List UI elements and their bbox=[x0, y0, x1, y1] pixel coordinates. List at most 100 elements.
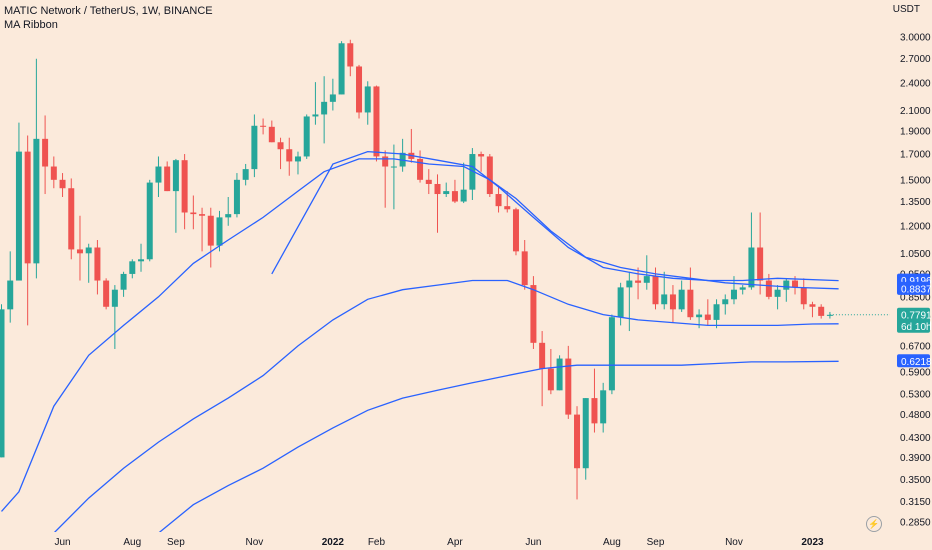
candle-body-up bbox=[730, 289, 737, 300]
candle-body-up bbox=[33, 138, 40, 264]
candle-body-down bbox=[207, 215, 214, 246]
candle-body-down bbox=[704, 314, 711, 320]
candle-body-up bbox=[826, 314, 833, 316]
candle-body-down bbox=[478, 154, 485, 157]
ma-line bbox=[1, 158, 839, 512]
candle-body-down bbox=[574, 414, 581, 469]
y-tick-label: 0.5300 bbox=[900, 390, 931, 401]
candle-body-down bbox=[347, 43, 354, 67]
y-tick-label: 2.4000 bbox=[900, 78, 931, 89]
candle-body-up bbox=[582, 398, 589, 469]
x-tick-label: Feb bbox=[368, 537, 386, 548]
candle-body-down bbox=[181, 160, 188, 213]
x-tick-label: Aug bbox=[123, 537, 141, 548]
x-tick-label: Sep bbox=[647, 537, 665, 548]
candle-body-up bbox=[111, 289, 118, 307]
candle-body-up bbox=[85, 247, 92, 254]
ma-value-tag: 0.8837 bbox=[901, 284, 932, 295]
candle-body-down bbox=[94, 247, 101, 281]
candle-body-down bbox=[373, 86, 380, 157]
y-tick-label: 0.4300 bbox=[900, 433, 931, 444]
candle-body-up bbox=[312, 114, 319, 117]
ma-line bbox=[271, 150, 839, 282]
candle-body-down bbox=[277, 142, 284, 150]
candle-body-up bbox=[460, 189, 467, 202]
candle-body-up bbox=[233, 179, 240, 215]
candle-body-up bbox=[722, 299, 729, 305]
candle-body-up bbox=[617, 287, 624, 318]
candle-body-up bbox=[643, 276, 650, 283]
candle-body-up bbox=[225, 214, 232, 218]
x-tick-label: Nov bbox=[245, 537, 263, 548]
candle-body-down bbox=[268, 126, 275, 143]
candle-body-down bbox=[818, 306, 825, 316]
candle-body-down bbox=[757, 247, 764, 281]
candle-body-down bbox=[504, 206, 511, 210]
candle-body-up bbox=[294, 156, 301, 162]
candle-body-down bbox=[42, 138, 49, 167]
candle-body-up bbox=[338, 43, 345, 95]
candle-body-down bbox=[451, 191, 458, 202]
candle-body-up bbox=[469, 154, 476, 190]
candle-body-up bbox=[390, 166, 397, 168]
candle-body-down bbox=[809, 304, 816, 307]
y-tick-label: 0.6700 bbox=[900, 341, 931, 352]
chart-legend: MATIC Network / TetherUS, 1W, BINANCE MA… bbox=[4, 4, 213, 32]
x-tick-label: Apr bbox=[447, 537, 463, 548]
tradingview-logo-icon[interactable]: ⚡ bbox=[866, 516, 882, 532]
y-tick-label: 1.2000 bbox=[900, 221, 931, 232]
candle-body-down bbox=[669, 294, 676, 310]
candle-body-down bbox=[792, 280, 799, 288]
candle-body-up bbox=[783, 280, 790, 290]
candle-body-up bbox=[696, 314, 703, 318]
y-tick-label: 0.8500 bbox=[900, 292, 931, 303]
candle-body-up bbox=[774, 289, 781, 297]
y-tick-label: 1.0500 bbox=[900, 249, 931, 260]
candle-body-down bbox=[565, 358, 572, 415]
candle-body-up bbox=[556, 358, 563, 391]
candle-body-up bbox=[0, 309, 5, 458]
x-tick-label: Jun bbox=[525, 537, 541, 548]
candle-body-up bbox=[303, 116, 310, 157]
y-tick-label: 3.0000 bbox=[900, 33, 931, 44]
candle-body-down bbox=[260, 125, 267, 127]
candle-body-down bbox=[417, 158, 424, 180]
indicator-label[interactable]: MA Ribbon bbox=[4, 19, 58, 31]
candle-body-down bbox=[652, 276, 659, 305]
y-tick-label: 0.2850 bbox=[900, 518, 931, 529]
candle-body-down bbox=[425, 179, 432, 184]
y-tick-label: 1.7000 bbox=[900, 150, 931, 161]
candle-body-up bbox=[138, 259, 145, 262]
candle-body-down bbox=[495, 194, 502, 207]
candle-body-up bbox=[600, 390, 607, 424]
x-tick-label: Nov bbox=[725, 537, 743, 548]
ma-line bbox=[53, 279, 839, 532]
candle-body-down bbox=[434, 183, 441, 195]
candle-body-down bbox=[24, 151, 31, 264]
candle-body-down bbox=[190, 212, 197, 215]
candle-body-up bbox=[661, 294, 668, 305]
symbol-title[interactable]: MATIC Network / TetherUS, 1W, BINANCE bbox=[4, 5, 213, 17]
candle-body-down bbox=[547, 368, 554, 391]
candle-body-up bbox=[748, 247, 755, 288]
candle-body-down bbox=[486, 156, 493, 195]
candle-body-up bbox=[7, 280, 14, 310]
candle-body-up bbox=[129, 261, 136, 274]
x-tick-label: Jun bbox=[54, 537, 70, 548]
candle-body-up bbox=[626, 280, 633, 288]
candle-body-down bbox=[530, 285, 537, 343]
y-tick-label: 1.5000 bbox=[900, 175, 931, 186]
candle-body-down bbox=[59, 179, 66, 189]
candle-body-up bbox=[329, 94, 336, 102]
candle-body-down bbox=[164, 166, 171, 192]
x-tick-label: Aug bbox=[603, 537, 621, 548]
candle-body-up bbox=[172, 160, 179, 192]
x-tick-label: 2022 bbox=[322, 537, 345, 548]
candle-body-up bbox=[443, 191, 450, 195]
candle-body-up bbox=[739, 287, 746, 290]
candle-body-down bbox=[199, 214, 206, 216]
last-price-tag: 0.7791 bbox=[901, 310, 932, 321]
countdown-tag: 6d 10h bbox=[901, 322, 932, 333]
